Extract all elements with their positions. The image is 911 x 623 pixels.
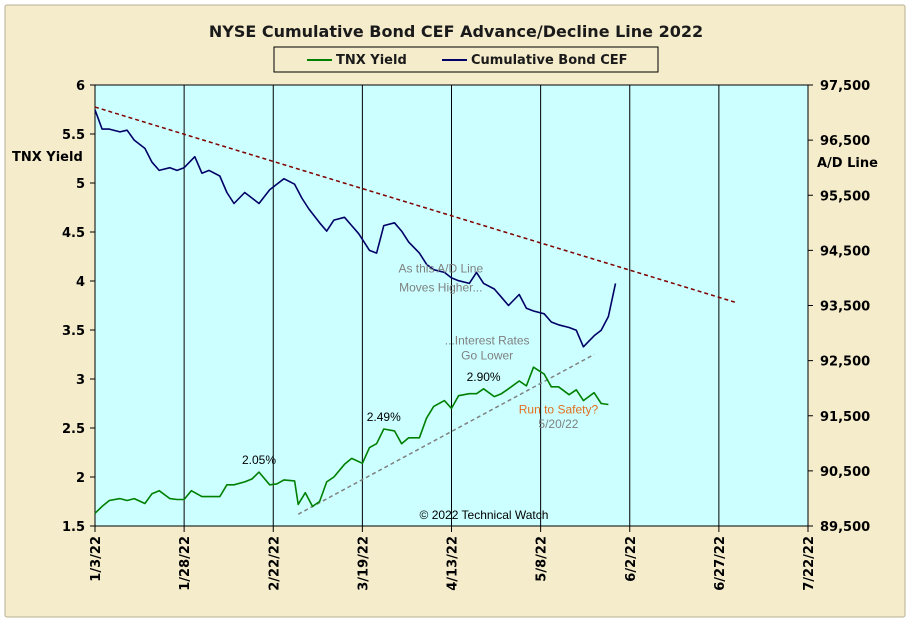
x-tick-label: 7/22/22 (802, 536, 817, 591)
right-tick-label: 90,500 (820, 465, 870, 480)
right-tick-label: 92,500 (820, 355, 870, 370)
series-line-ad (94, 109, 617, 348)
left-axis-title: TNX Yield (12, 150, 83, 165)
chart-title: NYSE Cumulative Bond CEF Advance/Decline… (209, 22, 703, 41)
x-tick-label: 1/28/22 (178, 536, 193, 591)
copyright-note: © 2022 Technical Watch (420, 508, 549, 522)
annotation-text: 2.90% (467, 370, 501, 384)
right-tick-label: 95,500 (820, 189, 870, 204)
right-tick-label: 93,500 (820, 300, 870, 315)
left-tick-label: 5.5 (62, 128, 85, 143)
annotation-text: Moves Higher... (399, 281, 482, 295)
left-tick-label: 3 (76, 373, 85, 388)
right-tick-label: 97,500 (820, 79, 870, 94)
right-tick-label: 96,500 (820, 134, 870, 149)
series-lines (94, 109, 617, 514)
left-tick-label: 3.5 (62, 324, 85, 339)
left-tick-label: 2 (76, 471, 85, 486)
axes: 1/3/22 1/28/22 2/22/22 3/19/22 4/13/22 5/8/22… (62, 79, 870, 591)
left-tick-label: 1.5 (62, 520, 85, 535)
annotation-text: ...Interest Rates (445, 334, 530, 348)
legend: TNX Yield Cumulative Bond CEF (273, 46, 659, 73)
annotation-text: 2.49% (367, 410, 401, 424)
left-tick-label: 4 (76, 275, 85, 290)
annotation-text: Run to Safety? (519, 402, 599, 416)
trendline-tnx (297, 353, 595, 515)
right-tick-label: 89,500 (820, 520, 870, 535)
legend-entry-ad: Cumulative Bond CEF (471, 53, 628, 68)
x-tick-label: 4/13/22 (446, 536, 461, 591)
annotation-text: Go Lower (461, 348, 513, 362)
left-tick-label: 6 (76, 79, 85, 94)
x-tick-label: 6/27/22 (713, 536, 728, 591)
x-tick-label: 6/2/22 (624, 536, 639, 582)
annotation-text: 2.05% (242, 453, 276, 467)
annotation-text: As this A/D Line (398, 261, 483, 275)
x-tick-label: 2/22/22 (267, 536, 282, 591)
x-tick-label: 5/8/22 (535, 536, 550, 582)
series-line-tnx (94, 366, 609, 514)
right-axis-title: A/D Line (817, 156, 878, 171)
x-tick-label: 1/3/22 (89, 536, 104, 582)
right-tick-label: 94,500 (820, 244, 870, 259)
left-tick-label: 4.5 (62, 226, 85, 241)
right-tick-label: 91,500 (820, 410, 870, 425)
left-tick-label: 5 (76, 177, 85, 192)
grid-lines (183, 85, 720, 526)
legend-entry-tnx: TNX Yield (336, 53, 407, 68)
left-tick-label: 2.5 (62, 422, 85, 437)
trendlines (94, 106, 737, 515)
annotations: 2.05% 2.49% 2.90% As this A/D Line Moves Hig… (242, 261, 598, 467)
annotation-text: 5/20/22 (538, 417, 578, 431)
x-tick-label: 3/19/22 (356, 536, 371, 591)
